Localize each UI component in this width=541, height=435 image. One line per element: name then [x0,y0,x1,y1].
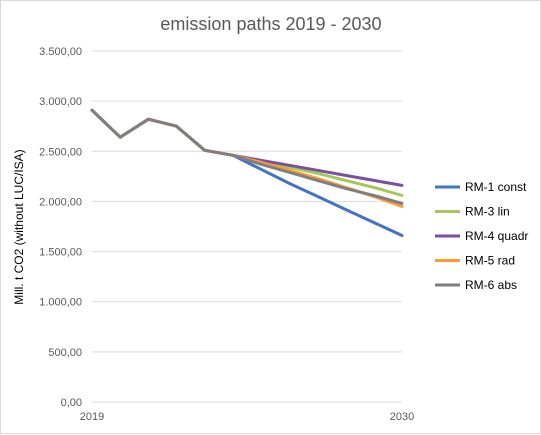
series-line-rm-1-const [90,108,404,237]
series-line-rm-3-lin [90,108,404,197]
legend-label: RM-5 rad [465,254,515,268]
y-tick-label: 3.500,00 [39,46,82,58]
legend-label: RM-1 const [465,180,527,194]
legend-label: RM-4 quadr [465,229,528,243]
x-tick-label: 2019 [80,411,104,423]
grid-lines [92,50,402,403]
y-tick-label: 2.500,00 [39,146,82,158]
y-tick-labels: 0,00 500,00 1.000,00 1.500,00 2.000,00 2.500,… [39,46,82,409]
series-line-rm-6-abs [90,108,404,205]
legend-label: RM-3 lin [465,205,510,219]
x-tick-labels: 2019 2030 [80,411,414,423]
y-tick-label: 3.000,00 [39,96,82,108]
y-tick-label: 2.000,00 [39,196,82,208]
series-line-rm-4-quadr [90,108,404,187]
legend: RM-1 const RM-3 lin RM-4 quadr RM-5 rad RM-6… [435,180,528,292]
chart-title: emission paths 2019 - 2030 [160,14,381,34]
y-tick-label: 1.000,00 [39,297,82,309]
y-axis-title: Mill. t CO2 (without LUC/ISA) [12,149,26,304]
series-lines [90,108,404,237]
y-tick-label: 1.500,00 [39,247,82,259]
legend-label: RM-6 abs [465,278,517,292]
x-tick-label: 2030 [390,411,414,423]
y-tick-label: 0,00 [61,397,82,409]
y-tick-label: 500,00 [48,347,82,359]
